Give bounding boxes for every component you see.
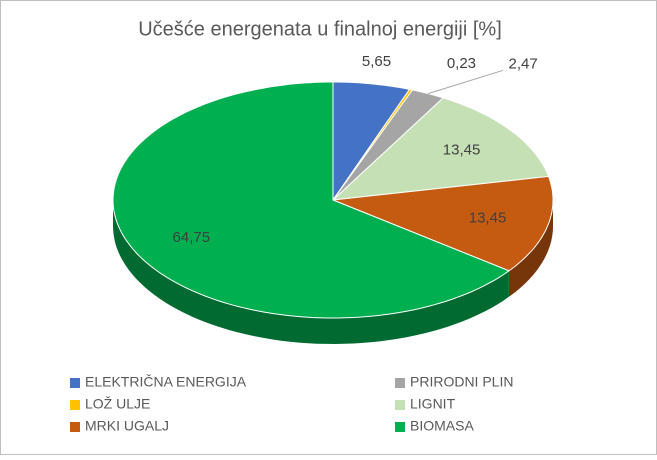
- legend-swatch: [70, 378, 80, 388]
- legend-label: LIGNIT: [410, 396, 456, 412]
- legend-swatch: [395, 378, 405, 388]
- data-label: 13,45: [469, 210, 507, 227]
- data-label: 64,75: [173, 229, 211, 246]
- legend-label: LOŽ ULJE: [85, 396, 150, 412]
- legend-swatch: [70, 422, 80, 432]
- slice: [331, 97, 550, 201]
- slice: [332, 81, 411, 202]
- legend-swatch: [395, 400, 405, 410]
- slice: [332, 175, 554, 272]
- leader-line: [427, 69, 504, 95]
- legend-label: PRIRODNI PLIN: [410, 374, 513, 390]
- legend-swatch: [395, 422, 405, 432]
- legend-label: MRKI UGALJ: [85, 418, 169, 434]
- chart-title: Učešće energenata u finalnoj energiji [%…: [138, 18, 502, 40]
- legend-label: ELEKTRIČNA ENERGIJA: [85, 374, 247, 390]
- data-label: 2,47: [509, 55, 538, 72]
- slice-side: [113, 200, 509, 344]
- data-label: 13,45: [443, 141, 481, 158]
- slice: [112, 81, 510, 319]
- data-label: 0,23: [447, 55, 476, 72]
- legend-swatch: [70, 400, 80, 410]
- legend-label: BIOMASA: [410, 418, 474, 434]
- slice: [332, 89, 445, 201]
- slice-side: [508, 200, 553, 297]
- data-label: 5,65: [362, 53, 391, 70]
